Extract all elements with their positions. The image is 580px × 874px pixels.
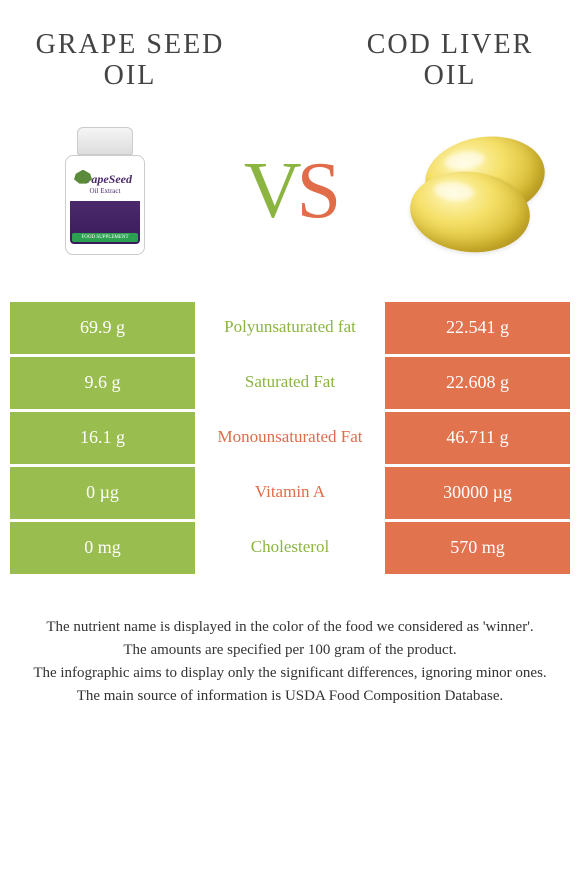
header: GRAPE SEED OIL COD LIVER OIL	[0, 0, 580, 102]
left-value: 0 mg	[10, 522, 195, 574]
left-value: 69.9 g	[10, 302, 195, 354]
table-row: 16.1 gMonounsaturated Fat46.711 g	[10, 412, 570, 464]
right-value: 46.711 g	[385, 412, 570, 464]
right-value: 30000 µg	[385, 467, 570, 519]
footer-notes: The nutrient name is displayed in the co…	[0, 577, 580, 719]
comparison-table: 69.9 gPolyunsaturated fat22.541 g9.6 gSa…	[10, 302, 570, 574]
right-value: 570 mg	[385, 522, 570, 574]
vs-s: S	[297, 147, 337, 235]
vs-v: V	[244, 147, 297, 235]
right-product-image	[400, 117, 550, 267]
nutrient-label: Polyunsaturated fat	[195, 302, 385, 354]
footer-line: The amounts are specified per 100 gram o…	[20, 640, 560, 661]
left-value: 16.1 g	[10, 412, 195, 464]
table-row: 9.6 gSaturated Fat22.608 g	[10, 357, 570, 409]
right-value: 22.608 g	[385, 357, 570, 409]
left-product-image: GrapeSeed Oil Extract FOOD SUPPLEMENT	[30, 117, 180, 267]
images-row: GrapeSeed Oil Extract FOOD SUPPLEMENT VS	[0, 102, 580, 302]
vs-label: VS	[244, 146, 336, 237]
nutrient-label: Saturated Fat	[195, 357, 385, 409]
right-title: COD LIVER OIL	[350, 30, 550, 92]
table-row: 69.9 gPolyunsaturated fat22.541 g	[10, 302, 570, 354]
table-row: 0 µgVitamin A30000 µg	[10, 467, 570, 519]
footer-line: The infographic aims to display only the…	[20, 663, 560, 684]
nutrient-label: Vitamin A	[195, 467, 385, 519]
table-row: 0 mgCholesterol570 mg	[10, 522, 570, 574]
nutrient-label: Monounsaturated Fat	[195, 412, 385, 464]
bottle-tag: FOOD SUPPLEMENT	[72, 233, 138, 242]
capsules-icon	[400, 132, 550, 252]
nutrient-label: Cholesterol	[195, 522, 385, 574]
right-value: 22.541 g	[385, 302, 570, 354]
left-title: GRAPE SEED OIL	[30, 30, 230, 92]
left-value: 9.6 g	[10, 357, 195, 409]
bottle-icon: GrapeSeed Oil Extract FOOD SUPPLEMENT	[65, 127, 145, 257]
bottle-sub: Oil Extract	[70, 187, 140, 195]
left-value: 0 µg	[10, 467, 195, 519]
footer-line: The main source of information is USDA F…	[20, 686, 560, 707]
footer-line: The nutrient name is displayed in the co…	[20, 617, 560, 638]
